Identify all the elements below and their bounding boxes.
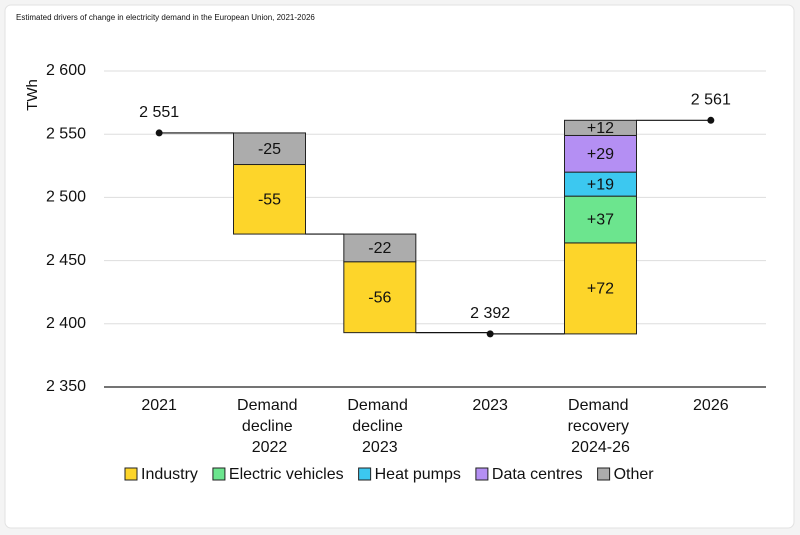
legend-swatch bbox=[212, 467, 226, 481]
y-tick-label: 2 400 bbox=[46, 315, 86, 332]
x-tick-line: 2024-26 bbox=[571, 439, 630, 456]
legend-label: Heat pumps bbox=[375, 466, 461, 483]
x-tick-label: 2026 bbox=[693, 397, 729, 414]
bar-segment bbox=[233, 132, 306, 166]
y-tick-label: 2 500 bbox=[46, 189, 86, 206]
y-tick-label: 2 450 bbox=[46, 252, 86, 269]
legend-label: Industry bbox=[141, 466, 198, 483]
legend-label: Electric vehicles bbox=[229, 466, 344, 483]
bar-segment bbox=[564, 134, 637, 173]
legend-label: Data centres bbox=[492, 466, 583, 483]
x-tick-line: 2023 bbox=[472, 397, 508, 414]
legend-swatch bbox=[475, 467, 489, 481]
x-tick-line: decline bbox=[352, 418, 407, 435]
total-label: 2 392 bbox=[470, 305, 510, 322]
bar-segment bbox=[564, 195, 637, 244]
x-tick-line: 2023 bbox=[362, 439, 398, 456]
x-tick-line: 2026 bbox=[693, 397, 729, 414]
total-label: 2 551 bbox=[139, 104, 179, 121]
segment-label: -25 bbox=[258, 141, 281, 158]
x-tick-line: Demand bbox=[237, 397, 302, 414]
segment-label: +19 bbox=[587, 176, 614, 193]
x-tick-line: decline bbox=[242, 418, 297, 435]
segment-label: +37 bbox=[587, 212, 614, 229]
segment-label: +72 bbox=[587, 281, 614, 298]
y-tick-label: 2 600 bbox=[46, 62, 86, 79]
x-tick-label: 2023 bbox=[472, 397, 508, 414]
bar-segment bbox=[233, 164, 306, 235]
x-tick-label: Demand decline 2022 bbox=[237, 397, 302, 456]
x-tick-line: 2021 bbox=[141, 397, 177, 414]
segment-label: -55 bbox=[258, 192, 281, 209]
bar-segment bbox=[343, 261, 417, 334]
bar-segment bbox=[564, 119, 637, 136]
x-tick-label: Demand decline 2023 bbox=[347, 397, 412, 456]
bar-segment bbox=[564, 242, 637, 335]
legend-label: Other bbox=[614, 466, 655, 483]
segment-label: +12 bbox=[587, 120, 614, 137]
x-tick-line: Demand bbox=[568, 397, 633, 414]
chart-title: Estimated drivers of change in electrici… bbox=[16, 13, 315, 22]
segment-label: -22 bbox=[368, 240, 391, 257]
legend-swatch bbox=[358, 467, 372, 481]
x-tick-label: 2021 bbox=[141, 397, 177, 414]
x-tick-line: recovery bbox=[568, 418, 634, 435]
total-label: 2 561 bbox=[691, 92, 731, 109]
x-tick-line: Demand bbox=[347, 397, 412, 414]
segment-label: -56 bbox=[368, 289, 391, 306]
y-axis-label: TWh bbox=[24, 79, 41, 111]
y-tick-label: 2 550 bbox=[46, 125, 86, 142]
x-tick-line: 2022 bbox=[252, 439, 288, 456]
segment-label: +29 bbox=[587, 146, 614, 163]
legend-swatch bbox=[124, 467, 138, 481]
y-tick-label: 2 350 bbox=[46, 378, 86, 395]
x-tick-label: Demand recovery 2024-26 bbox=[568, 397, 634, 456]
legend-swatch bbox=[597, 467, 611, 481]
